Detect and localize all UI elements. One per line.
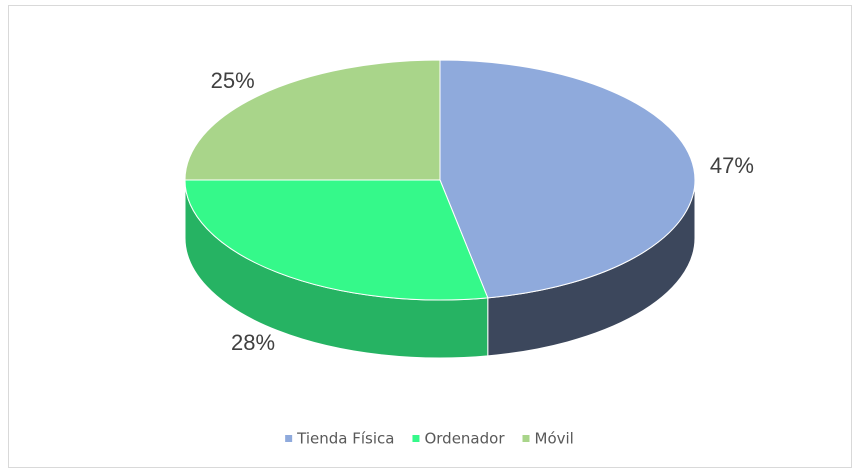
pie-slice [439, 59, 696, 299]
legend: Tienda Física Ordenador Móvil [285, 430, 574, 448]
legend-swatch [522, 435, 530, 442]
legend-swatch [412, 435, 420, 442]
pie-tops [184, 59, 696, 301]
data-label: 25% [211, 68, 255, 93]
data-label: 28% [231, 330, 275, 355]
legend-swatch [285, 435, 293, 442]
legend-label: Móvil [535, 430, 574, 448]
legend-label: Ordenador [424, 430, 505, 448]
data-label: 47% [710, 153, 754, 178]
pie-slice [184, 59, 441, 181]
pie-slice [184, 179, 489, 301]
data-labels: 47% 28% 25% [211, 68, 754, 355]
legend-label: Tienda Física [296, 430, 394, 448]
